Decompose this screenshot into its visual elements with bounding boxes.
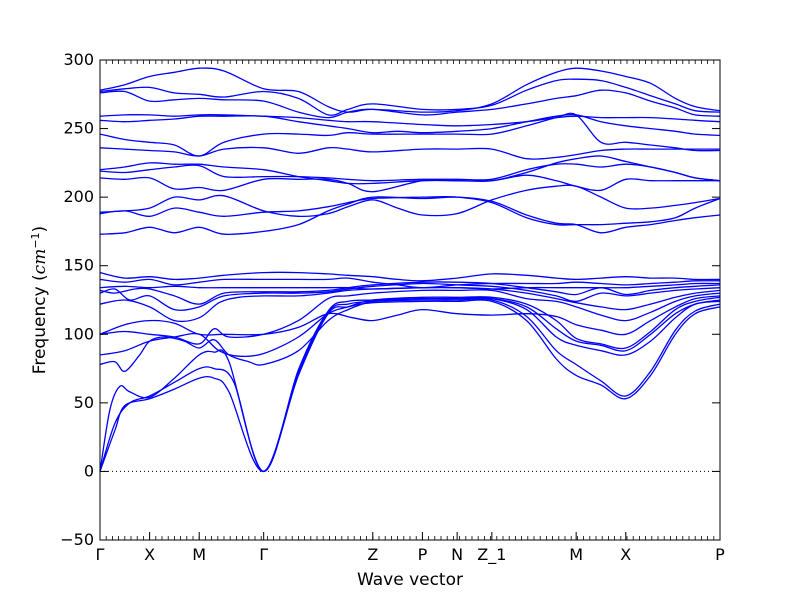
band-line-18 (99, 163, 721, 182)
y-tick-label: 300 (63, 50, 94, 69)
band-line-15 (99, 196, 721, 226)
band-series-layer (99, 67, 721, 473)
y-axis-title-unit: cm (30, 249, 50, 275)
band-line-23 (99, 114, 721, 127)
y-tick-label: 50 (74, 393, 94, 412)
x-tick-label: X (620, 545, 631, 564)
x-tick-label: Z (367, 545, 378, 564)
x-tick-label: Z_1 (477, 545, 506, 565)
x-tick-label: Γ (259, 545, 268, 564)
x-tick-label: Γ (96, 545, 105, 564)
x-axis-title: Wave vector (357, 570, 463, 590)
band-line-10 (99, 281, 721, 305)
y-axis-title-close: ) (30, 226, 50, 233)
y-tick-label: −50 (60, 530, 94, 549)
band-line-12 (99, 277, 721, 289)
x-tick-label: P (715, 545, 725, 564)
band-line-13 (99, 271, 721, 282)
band-line-3 (99, 297, 721, 473)
band-line-21 (99, 112, 721, 157)
band-line-26 (99, 67, 721, 113)
x-tick-label: M (192, 545, 206, 564)
y-tick-label: 200 (63, 187, 94, 206)
band-line-16 (99, 184, 721, 218)
y-tick-label: 0 (84, 461, 94, 480)
x-tick-label: N (451, 545, 463, 564)
x-tick-label: P (418, 545, 428, 564)
band-line-25 (99, 78, 721, 116)
band-line-6 (99, 295, 721, 336)
x-axis-ticks: Γ X M Γ Z P N Z_1 M X P (96, 532, 725, 565)
y-tick-label: 250 (63, 119, 94, 138)
y-axis-ticks: −50 0 50 100 150 200 250 300 (60, 50, 720, 549)
band-line-14 (99, 196, 721, 235)
y-tick-label: 100 (63, 324, 94, 343)
band-line-19 (99, 155, 721, 185)
minor-tick-layer (99, 60, 721, 540)
y-axis-title: Frequency (cm−1) (29, 226, 50, 374)
plot-frame (99, 59, 721, 541)
y-tick-label: 150 (63, 256, 94, 275)
band-line-22 (99, 113, 721, 137)
x-tick-label: M (569, 545, 583, 564)
band-line-4 (99, 297, 721, 372)
x-tick-label: X (144, 545, 155, 564)
band-line-24 (99, 89, 721, 119)
band-line-20 (99, 146, 720, 160)
band-line-7 (99, 289, 721, 345)
y-axis-title-text: Frequency ( (30, 274, 50, 374)
y-axis-title-exponent: −1 (29, 232, 42, 248)
